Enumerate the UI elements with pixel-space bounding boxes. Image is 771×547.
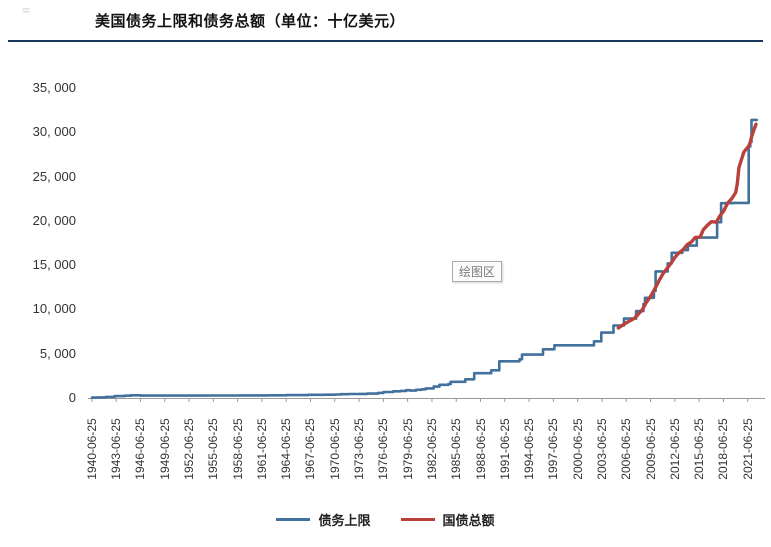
legend-line-swatch [276, 518, 311, 521]
y-axis-tick-label: 0 [68, 390, 76, 405]
x-axis-tick-label: 1952-06-25 [182, 418, 197, 480]
title-underline [8, 40, 763, 42]
x-axis-tick-label: 1997-06-25 [546, 418, 561, 480]
y-axis-tick-label: 30, 000 [32, 124, 76, 140]
x-axis-tick-label: 1964-06-25 [279, 418, 294, 480]
x-axis-tick-label: 2021-06-25 [740, 418, 755, 480]
y-axis-tick-label: 20, 000 [32, 212, 76, 228]
y-axis-tick-label: 10, 000 [32, 301, 76, 317]
legend-label: 国债总额 [442, 513, 495, 528]
x-axis-tick-label: 1973-06-25 [352, 418, 367, 480]
legend-item: 国债总额 [400, 510, 495, 529]
chart-title: 美国债务上限和债务总额（单位：十亿美元） [95, 13, 406, 30]
y-axis-tick-label: 25, 000 [32, 168, 76, 184]
legend-item: 债务上限 [276, 510, 371, 529]
x-axis-tick-label: 1991-06-25 [497, 418, 512, 480]
x-axis-tick-label: 1946-06-25 [133, 418, 148, 480]
x-axis-tick-label: 2012-06-25 [667, 418, 682, 480]
x-axis-tick-label: 1943-06-25 [109, 418, 124, 480]
y-axis-tick-label: 35, 000 [32, 80, 76, 95]
x-axis-tick-label: 1976-06-25 [376, 418, 391, 480]
plot-area-tooltip: 绘图区 [452, 261, 503, 282]
series-line-债务上限 [90, 118, 759, 399]
x-axis-tick-label: 2015-06-25 [692, 418, 707, 480]
plot-svg [88, 118, 765, 402]
x-axis-tick-label: 1988-06-25 [473, 418, 488, 480]
x-axis-tick-label: 1982-06-25 [424, 418, 439, 480]
x-axis-tick-label: 1970-06-25 [327, 418, 342, 480]
x-axis-tick-label: 2018-06-25 [716, 418, 731, 480]
x-axis-tick-label: 2003-06-25 [594, 418, 609, 480]
legend-label: 债务上限 [318, 513, 371, 528]
legend: 债务上限 国债总额 [0, 510, 771, 529]
corner-artifact: ≈ [20, 1, 31, 19]
x-axis-tick-label: 1958-06-25 [230, 418, 245, 480]
x-axis-tick-label: 2000-06-25 [570, 418, 585, 480]
y-axis-tick-label: 5, 000 [39, 345, 76, 361]
x-axis-tick-label: 1985-06-25 [449, 418, 464, 480]
x-axis-tick-label: 1949-06-25 [157, 418, 172, 480]
x-axis-tick-label: 1967-06-25 [303, 418, 318, 480]
x-axis-tick-label: 1955-06-25 [206, 418, 221, 480]
series-line-国债总额 [616, 122, 758, 330]
x-axis-tick-label: 1994-06-25 [522, 418, 537, 480]
x-axis-tick-label: 2009-06-25 [643, 418, 658, 480]
legend-line-swatch [400, 518, 435, 521]
x-axis-tick-label: 1979-06-25 [400, 418, 415, 480]
x-axis-tick-label: 2006-06-25 [619, 418, 634, 480]
y-axis-tick-label: 15, 000 [32, 257, 76, 273]
x-axis-tick-label: 1940-06-25 [84, 418, 99, 480]
x-axis-tick-label: 1961-06-25 [254, 418, 269, 480]
